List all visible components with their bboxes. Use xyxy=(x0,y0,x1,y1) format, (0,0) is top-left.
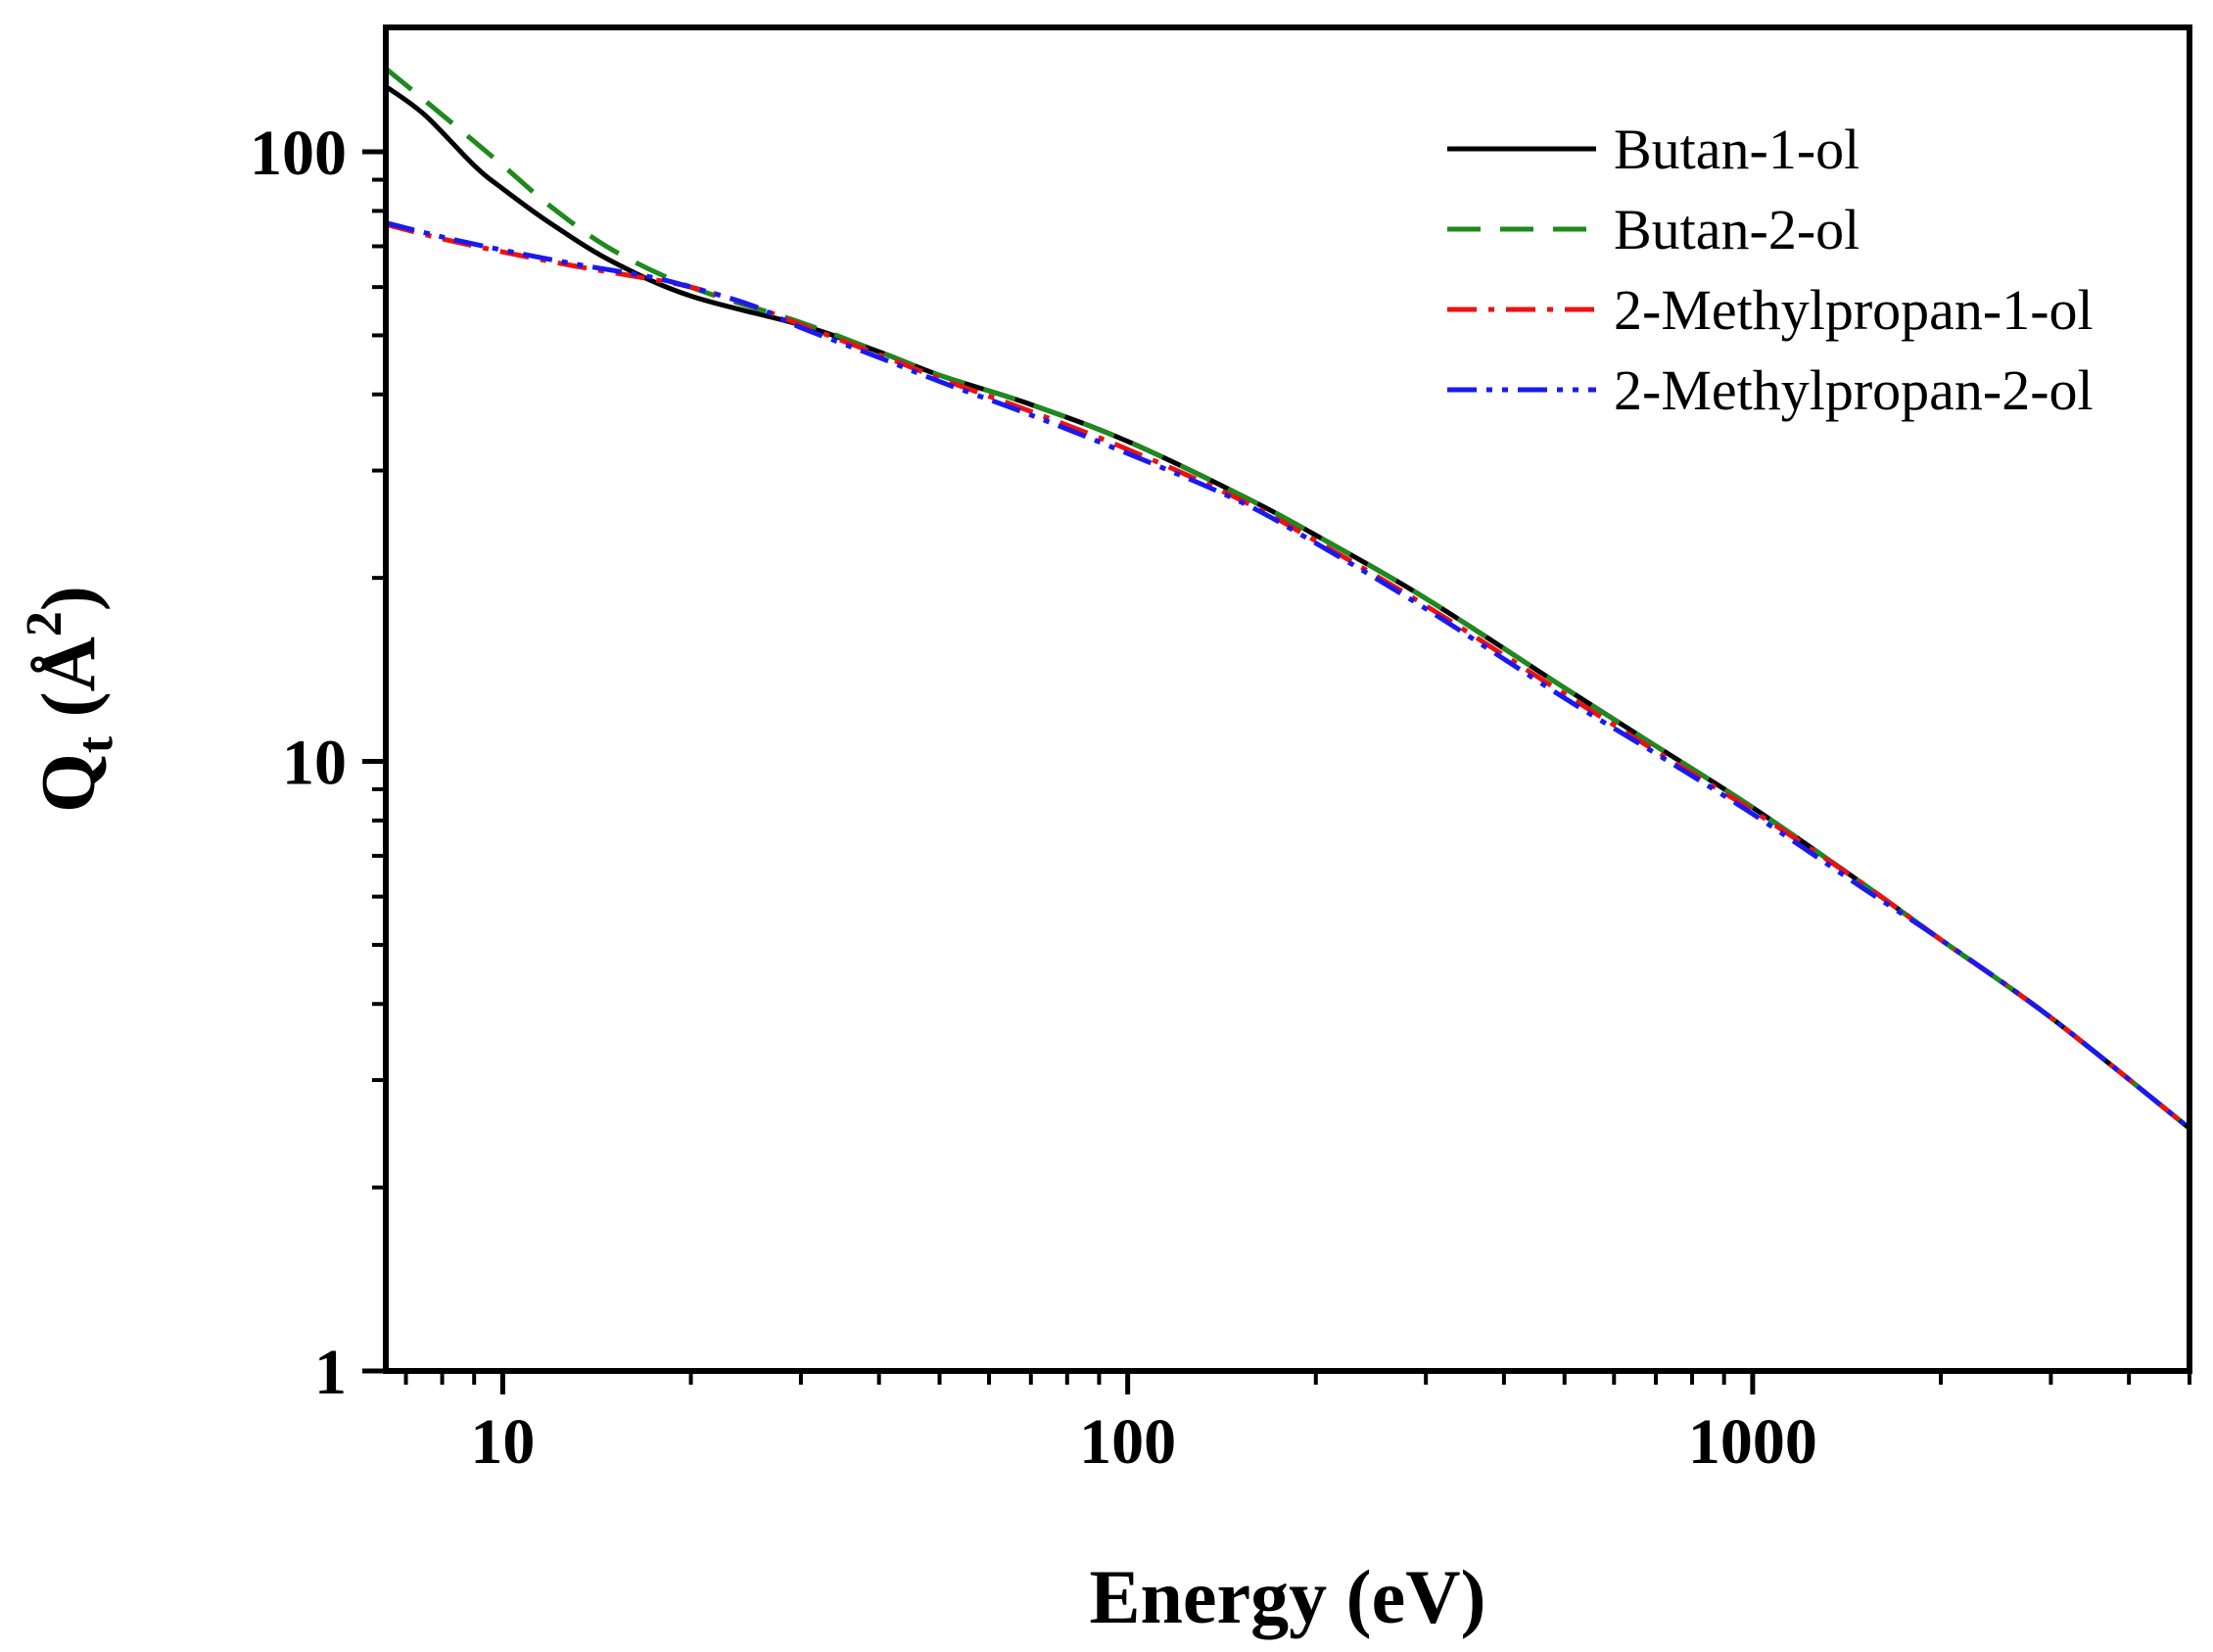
legend-label-2: Butan-2-ol xyxy=(1614,198,1860,261)
y-axis-title-superscript: 2 xyxy=(17,611,72,637)
legend-label-3: 2-Methylpropan-1-ol xyxy=(1614,278,2094,342)
y-axis-title-subscript: t xyxy=(68,735,123,753)
series-line-2 xyxy=(386,67,2189,1131)
y-tick-label: 10 xyxy=(282,728,347,799)
plot-frame xyxy=(383,24,2192,1374)
series-lines xyxy=(386,67,2189,1131)
series-line-4 xyxy=(386,220,2189,1131)
x-axis-title: Energy (eV) xyxy=(1089,1554,1485,1639)
legend-label-4: 2-Methylpropan-2-ol xyxy=(1614,358,2094,422)
x-tick-label: 1000 xyxy=(1688,1406,1817,1478)
legend: Butan-1-ol Butan-2-ol 2-Methylpropan-1-ol 2… xyxy=(1447,118,2094,422)
tick-labels: 10 100 1000 1 10 100 xyxy=(250,118,1817,1478)
y-axis-title-unit-open: (Å xyxy=(25,637,111,736)
y-axis-title: Qt (Å2) xyxy=(17,586,123,813)
x-tick-label: 10 xyxy=(470,1406,535,1478)
series-line-3 xyxy=(386,221,2189,1131)
y-axis-title-unit-close: ) xyxy=(25,586,111,611)
major-ticks xyxy=(362,149,1756,1394)
y-axis-title-main: Q xyxy=(25,753,111,813)
series-line-1 xyxy=(386,84,2189,1131)
y-tick-label: 1 xyxy=(314,1337,347,1408)
legend-label-1: Butan-1-ol xyxy=(1614,118,1860,181)
y-tick-label: 100 xyxy=(250,118,347,189)
x-tick-label: 100 xyxy=(1079,1406,1176,1478)
